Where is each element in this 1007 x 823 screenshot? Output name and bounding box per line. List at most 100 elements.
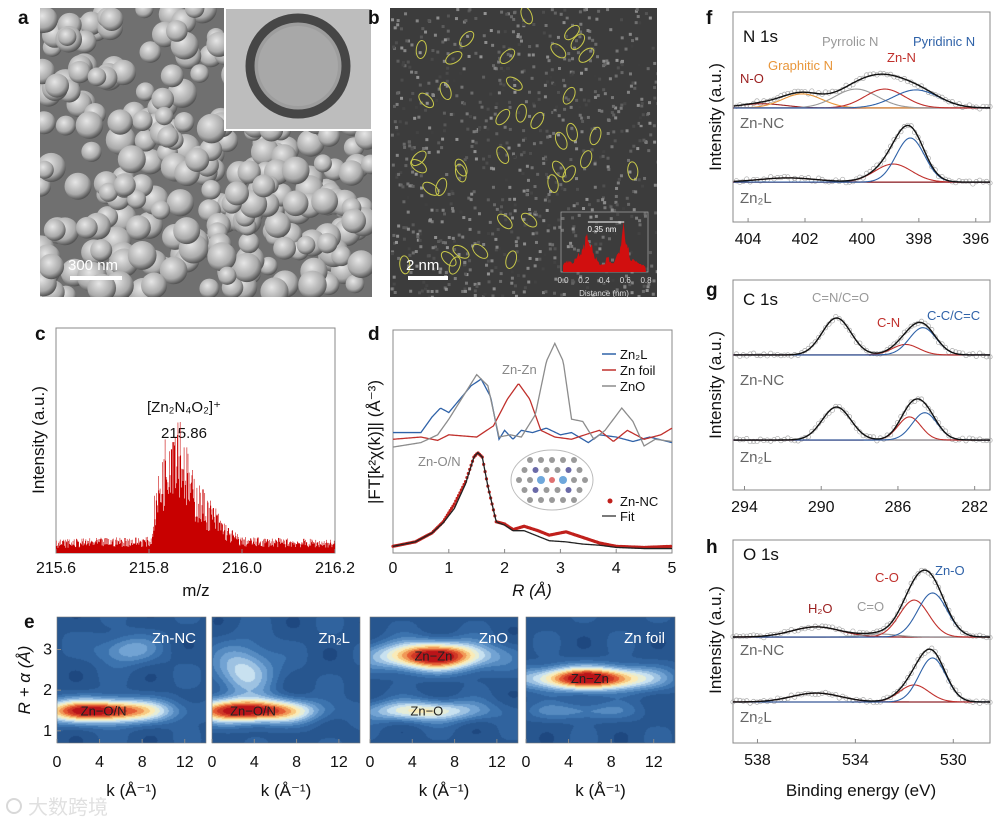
noise-pixel [391, 18, 395, 22]
noise-pixel [617, 278, 621, 282]
data-point [826, 624, 832, 630]
data-point [740, 633, 746, 639]
noise-pixel [473, 293, 477, 297]
noise-pixel [499, 82, 503, 86]
noise-pixel [557, 114, 561, 118]
noise-pixel [626, 90, 630, 94]
noise-pixel [512, 154, 516, 158]
noise-pixel [470, 144, 474, 148]
inset-x-tick-label: 0.4 [599, 276, 611, 285]
noise-pixel [545, 208, 549, 212]
noise-pixel [460, 85, 464, 89]
noise-pixel [516, 33, 520, 37]
noise-pixel [635, 8, 639, 12]
noise-pixel [486, 107, 490, 111]
noise-pixel [425, 92, 429, 96]
noise-pixel [646, 285, 650, 289]
noise-pixel [630, 214, 634, 218]
noise-pixel [444, 271, 448, 275]
single-atom-marker [520, 8, 533, 25]
noise-pixel [527, 280, 531, 284]
noise-pixel [482, 166, 486, 170]
data-point [733, 633, 739, 639]
nanosphere [99, 8, 124, 31]
noise-pixel [588, 59, 592, 63]
noise-pixel [400, 46, 404, 50]
noise-pixel [624, 47, 628, 51]
single-atom-marker [505, 250, 518, 269]
noise-pixel [582, 98, 586, 102]
noise-pixel [595, 250, 599, 254]
noise-pixel [532, 22, 536, 26]
noise-pixel [406, 60, 410, 64]
noise-pixel [561, 278, 565, 282]
x-tick-label: 0 [366, 754, 375, 771]
noise-pixel [533, 264, 537, 268]
noise-pixel [620, 129, 624, 133]
component-label: Pyridinic N [913, 34, 975, 49]
data-point [812, 623, 818, 629]
data-point [805, 175, 811, 181]
x-tick-label: 290 [808, 499, 835, 516]
noise-pixel [653, 140, 657, 144]
noise-pixel [527, 53, 531, 57]
noise-pixel [455, 137, 459, 141]
noise-pixel [579, 275, 583, 279]
noise-pixel [403, 49, 407, 53]
nanosphere [141, 272, 168, 297]
nanosphere [132, 110, 153, 131]
noise-pixel [613, 139, 617, 143]
noise-pixel [446, 37, 450, 41]
noise-pixel [581, 119, 585, 123]
noise-pixel [461, 289, 465, 293]
noise-pixel [487, 232, 491, 236]
x-tick-label: 4 [612, 560, 621, 577]
nanosphere [64, 172, 92, 200]
data-point [932, 334, 938, 340]
nanosphere [76, 216, 98, 239]
noise-pixel [513, 83, 517, 87]
noise-pixel [532, 104, 536, 108]
noise-pixel [411, 170, 415, 174]
noise-pixel [432, 256, 436, 260]
legend-label: Zn-NC [620, 494, 658, 509]
data-point [809, 691, 815, 697]
noise-pixel [504, 178, 508, 182]
envelope-fit-line [733, 73, 991, 109]
noise-pixel [606, 131, 610, 135]
noise-pixel [444, 287, 448, 291]
noise-pixel [503, 253, 507, 257]
data-point [891, 341, 897, 347]
noise-pixel [473, 289, 477, 293]
exafs-ft-chart: R (Å) |FT[k²χ(k)]| (Å⁻³) Zn-Zn Zn-O/N Zn… [365, 329, 677, 600]
noise-pixel [596, 94, 600, 98]
component-peak [733, 592, 991, 638]
noise-pixel [563, 57, 567, 61]
noise-pixel [637, 178, 641, 182]
noise-pixel [489, 92, 493, 96]
noise-pixel [468, 287, 472, 291]
noise-pixel [451, 209, 455, 213]
noise-pixel [439, 267, 443, 271]
noise-pixel [486, 198, 490, 202]
data-point [929, 573, 935, 579]
noise-pixel [406, 195, 410, 199]
noise-pixel [408, 98, 412, 102]
panel-label-a: a [18, 8, 29, 29]
carbon-atom [571, 497, 577, 503]
data-point [963, 438, 969, 444]
noise-pixel [631, 81, 635, 85]
noise-pixel [472, 190, 476, 194]
noise-pixel [648, 251, 652, 255]
noise-pixel [437, 87, 441, 91]
noise-pixel [507, 146, 511, 150]
data-point [812, 425, 818, 431]
x-axis-label: R (Å) [512, 581, 552, 600]
nanosphere [81, 141, 102, 162]
annotation-zn-zn: Zn-Zn [502, 362, 537, 377]
noise-pixel [510, 15, 514, 19]
x-tick-label: 400 [849, 231, 876, 248]
noise-pixel [532, 65, 536, 69]
noise-pixel [473, 282, 477, 286]
